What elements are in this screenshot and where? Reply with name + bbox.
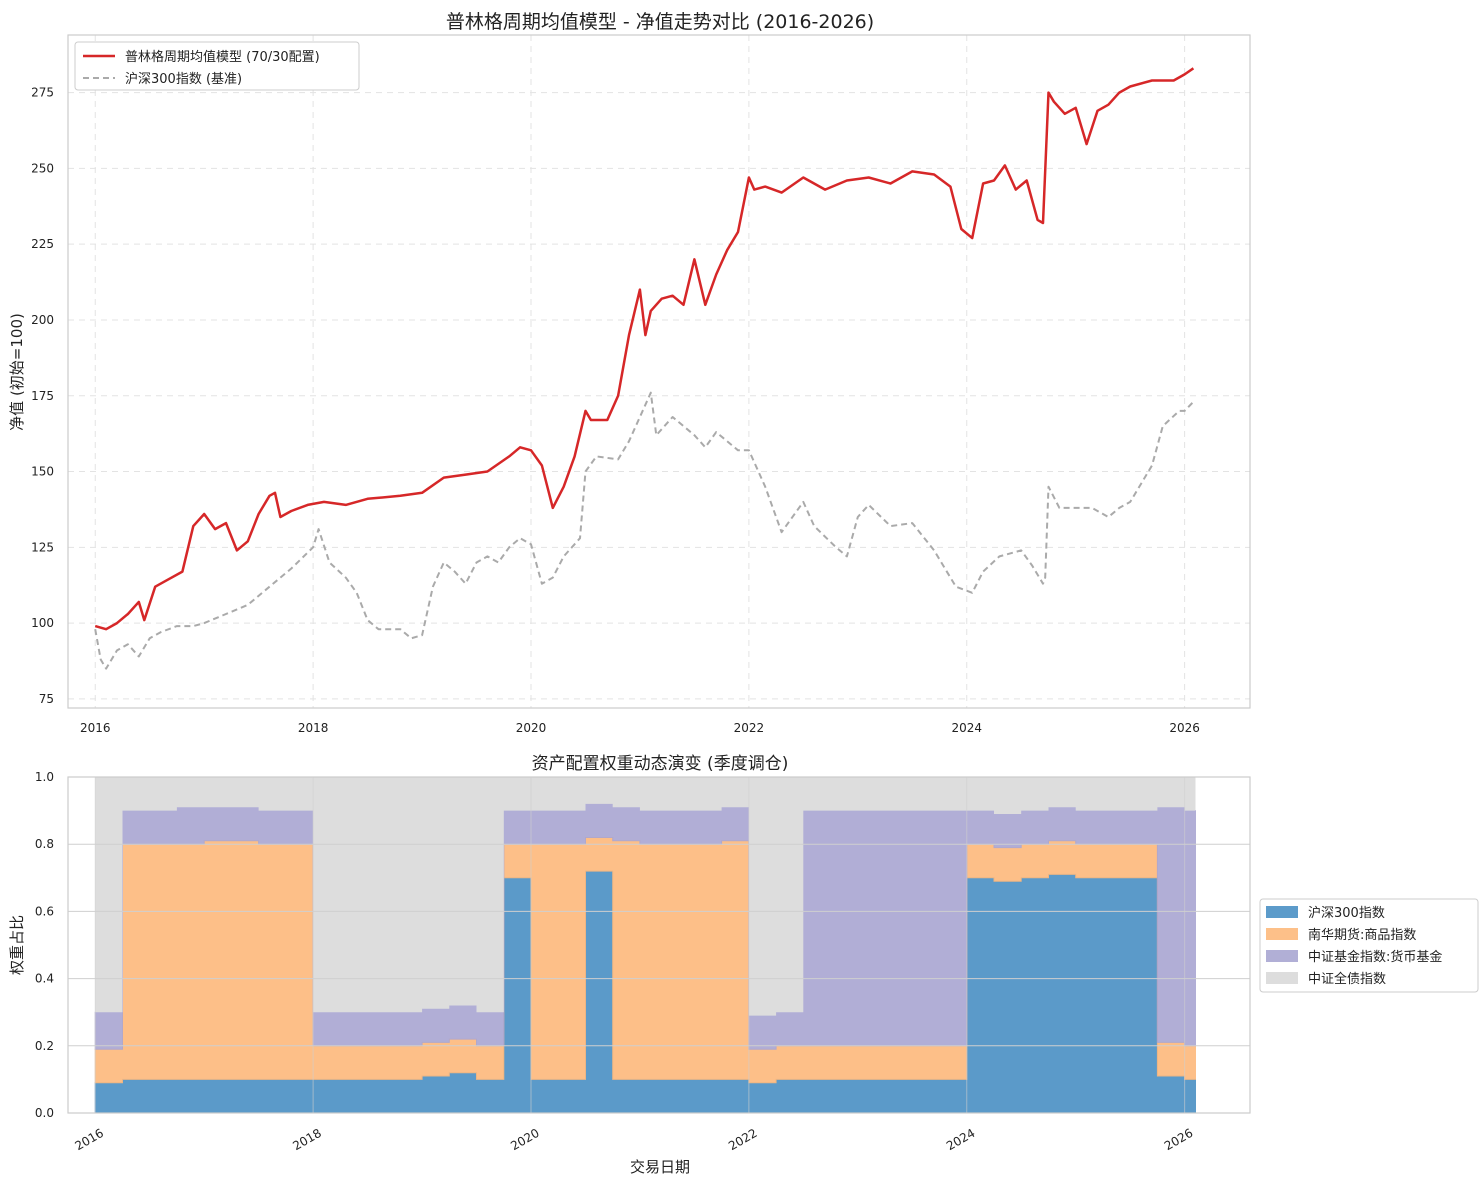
bottom-x-axis-label: 交易日期: [630, 1158, 690, 1176]
bottom-area-group: [94, 777, 1196, 1114]
top-series-group: [94, 67, 1195, 670]
legend-label-benchmark: 沪深300指数 (基准): [125, 71, 242, 87]
legend-label-commodity: 南华期货:商品指数: [1308, 927, 1416, 943]
nav-line-chart: 普林格周期均值模型 - 净值走势对比 (2016-2026) 2016 2018 2…: [8, 11, 1251, 735]
bottom-y-tick-label: 0.8: [35, 837, 54, 851]
top-y-axis: 75 100 125 150 175 200 225 250 275: [31, 86, 54, 706]
top-y-axis-label: 净值 (初始=100): [8, 313, 26, 431]
area-bond: [95, 777, 1196, 1016]
bottom-x-tick-label: 2016: [73, 1126, 106, 1153]
top-y-tick-label: 150: [31, 465, 54, 479]
top-y-tick-label: 250: [31, 161, 54, 175]
top-y-tick-label: 100: [31, 616, 54, 630]
top-y-tick-label: 275: [31, 86, 54, 100]
top-chart-title: 普林格周期均值模型 - 净值走势对比 (2016-2026): [446, 11, 874, 33]
bottom-plot-frame: [67, 776, 1251, 1114]
top-plot-frame: [67, 34, 1251, 709]
bottom-x-tick-label: 2026: [1162, 1126, 1195, 1153]
bottom-legend-box: [1259, 898, 1479, 993]
top-x-tick-label: 2026: [1169, 721, 1200, 735]
legend-swatch-money-fund: [1266, 950, 1298, 962]
bottom-y-tick-label: 0.4: [35, 972, 54, 986]
bottom-legend: 沪深300指数 南华期货:商品指数 中证基金指数:货币基金 中证全债指数: [1259, 898, 1479, 993]
legend-swatch-bond: [1266, 972, 1298, 984]
legend-swatch-csi300: [1266, 906, 1298, 918]
bottom-y-tick-label: 0.2: [35, 1039, 54, 1053]
bottom-y-axis: 0.0 0.2 0.4 0.6 0.8 1.0: [35, 770, 54, 1120]
legend-label-csi300: 沪深300指数: [1308, 905, 1385, 921]
top-y-tick-label: 125: [31, 540, 54, 554]
weights-area-chart: 资产配置权重动态演变 (季度调仓) 2016 2018 2020 2022 2024 20…: [8, 754, 1479, 1176]
bottom-x-tick-label: 2024: [944, 1126, 977, 1153]
bottom-x-tick-label: 2020: [508, 1126, 541, 1153]
top-x-tick-label: 2018: [298, 721, 329, 735]
legend-label-money-fund: 中证基金指数:货币基金: [1308, 949, 1442, 965]
top-legend-box: [74, 41, 360, 91]
top-x-axis: 2016 2018 2020 2022 2024 2026: [80, 721, 1200, 735]
top-x-tick-label: 2022: [734, 721, 765, 735]
bottom-y-axis-label: 权重占比: [8, 915, 26, 975]
top-y-tick-label: 225: [31, 237, 54, 251]
top-x-tick-label: 2016: [80, 721, 111, 735]
top-legend: 普林格周期均值模型 (70/30配置) 沪深300指数 (基准): [74, 41, 360, 91]
top-y-tick-label: 175: [31, 389, 54, 403]
top-grid: [68, 35, 1250, 708]
bottom-x-axis: 2016 2018 2020 2022 2024 2026: [73, 1126, 1196, 1153]
bottom-y-tick-label: 0.0: [35, 1106, 54, 1120]
bottom-y-tick-label: 0.6: [35, 904, 54, 918]
legend-label-bond: 中证全债指数: [1308, 971, 1386, 987]
top-x-tick-label: 2020: [516, 721, 547, 735]
legend-label-model: 普林格周期均值模型 (70/30配置): [125, 49, 320, 65]
bottom-y-tick-label: 1.0: [35, 770, 54, 784]
bottom-x-tick-label: 2022: [726, 1126, 759, 1153]
bottom-chart-title: 资产配置权重动态演变 (季度调仓): [532, 754, 789, 774]
benchmark-nav-line: [94, 391, 1195, 670]
top-y-tick-label: 75: [39, 692, 54, 706]
bottom-x-tick-label: 2018: [290, 1126, 323, 1153]
top-x-tick-label: 2024: [951, 721, 982, 735]
legend-swatch-commodity: [1266, 928, 1298, 940]
top-y-tick-label: 200: [31, 313, 54, 327]
model-nav-line: [94, 67, 1195, 631]
